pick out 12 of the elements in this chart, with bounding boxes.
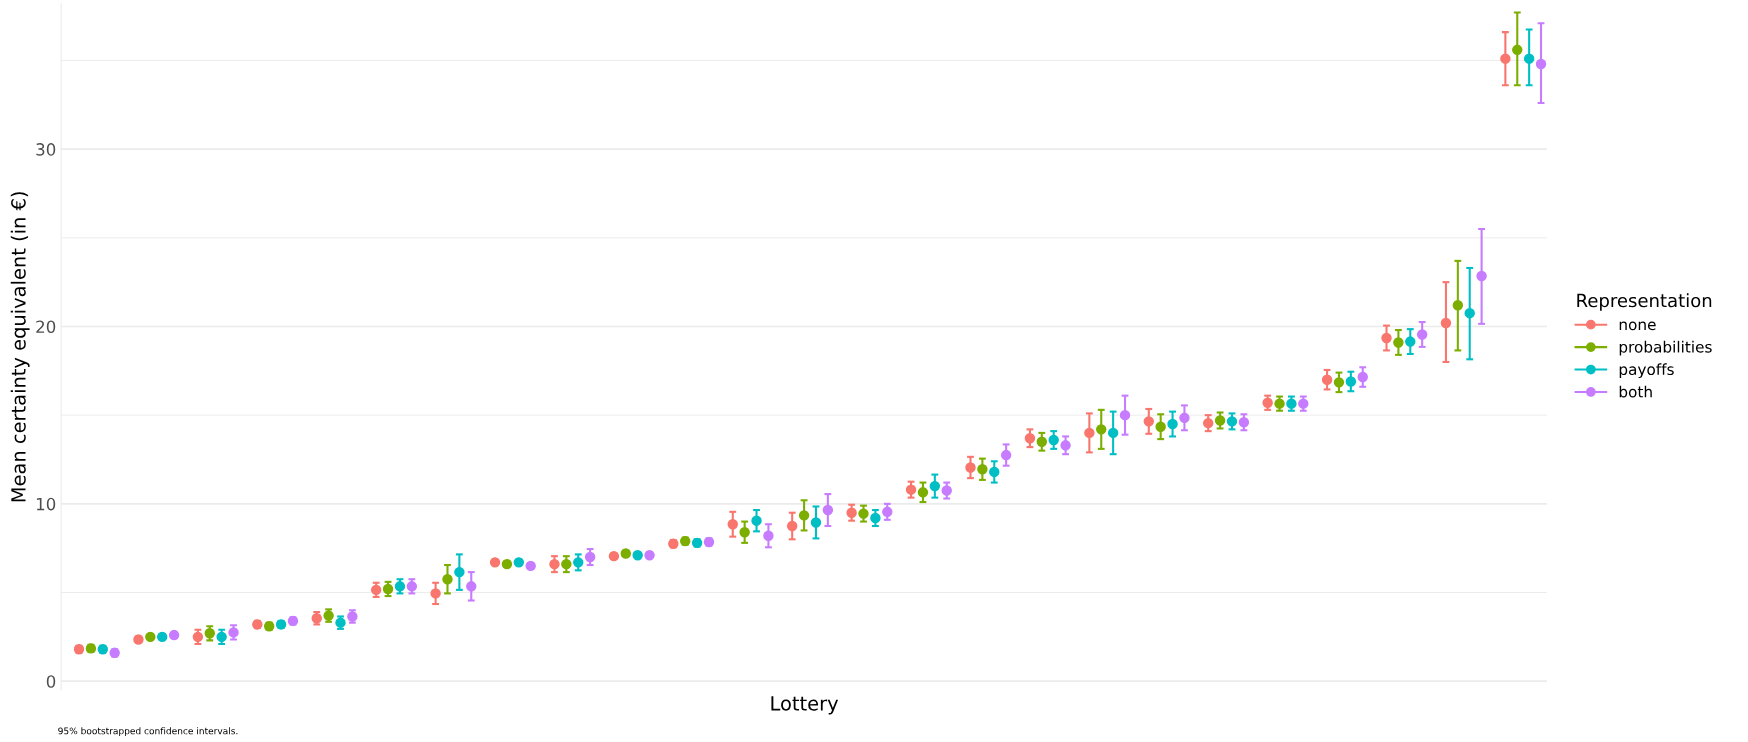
legend-label: none [1619,321,1656,331]
x-axis-title: Lottery [771,696,839,715]
legend-title: Representation [1577,293,1712,311]
legend-label: probabilities [1619,340,1712,356]
y-tick-label: 10 [36,497,56,511]
legend-label: payoffs [1619,363,1674,379]
y-axis-title: Mean certainty equivalent (in €) [10,192,30,502]
y-tick-label: 30 [36,143,56,156]
text: 95% bootstrapped confidence intervals. [58,727,238,737]
y-tick-label: 20 [36,320,56,334]
y-tick-label: 0 [46,675,56,688]
legend-label: both [1619,385,1652,398]
